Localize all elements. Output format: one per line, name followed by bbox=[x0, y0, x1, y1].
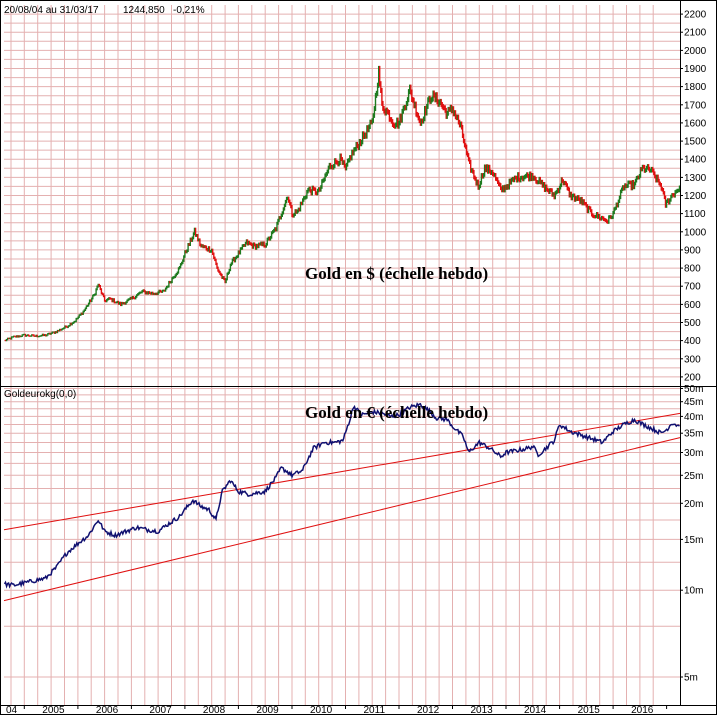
upper-tick-label: 200 bbox=[684, 372, 701, 383]
upper-tick-label: 400 bbox=[684, 336, 701, 347]
upper-tick-label: 300 bbox=[684, 354, 701, 365]
upper-tick-label: 1700 bbox=[684, 100, 707, 111]
x-tick-label: 2005 bbox=[42, 705, 65, 715]
x-tick-label: 04 bbox=[6, 705, 18, 715]
x-tick-label: 2011 bbox=[364, 705, 386, 715]
x-tick-label: 2015 bbox=[578, 705, 601, 715]
upper-tick-label: 600 bbox=[684, 300, 701, 311]
lower-plot bbox=[3, 402, 681, 602]
x-tick-label: 2013 bbox=[471, 705, 494, 715]
gold-euro-line bbox=[3, 402, 681, 589]
lower-grid bbox=[4, 386, 680, 705]
upper-tick-label: 900 bbox=[684, 245, 701, 256]
lower-annotation: Gold en € (échelle hebdo) bbox=[305, 403, 488, 422]
lower-tick-label: 35m bbox=[684, 429, 703, 440]
change-label: -0,21% bbox=[173, 5, 205, 16]
upper-tick-label: 700 bbox=[684, 282, 701, 293]
trend-channel-upper bbox=[3, 412, 681, 531]
lower-tick-label: 10m bbox=[684, 586, 703, 597]
lower-tick-label: 30m bbox=[684, 448, 703, 459]
lower-tick-label: 25m bbox=[684, 471, 703, 482]
x-tick-label: 2009 bbox=[256, 705, 279, 715]
lower-tick-label: 15m bbox=[684, 535, 703, 546]
upper-y-ticks: 200 300 400 500 600 700 800 900 1000 1100 1200 1300… bbox=[680, 10, 707, 383]
lower-tick-label: 45m bbox=[684, 397, 703, 408]
lower-y-ticks: 5m 10m 15m 20m 25m 30m 35m 40m 45m 50m bbox=[680, 384, 703, 684]
upper-tick-label: 2200 bbox=[684, 10, 707, 21]
date-range-label: 20/08/04 au 31/03/17 bbox=[4, 5, 99, 16]
upper-tick-label: 1600 bbox=[684, 118, 707, 129]
upper-tick-label: 1100 bbox=[684, 209, 706, 220]
x-tick-label: 2007 bbox=[149, 705, 172, 715]
upper-tick-label: 1800 bbox=[684, 82, 707, 93]
lower-tick-label: 20m bbox=[684, 499, 703, 510]
upper-tick-label: 500 bbox=[684, 318, 701, 329]
upper-tick-label: 1200 bbox=[684, 191, 707, 202]
upper-tick-label: 1500 bbox=[684, 137, 707, 148]
upper-tick-label: 1300 bbox=[684, 173, 707, 184]
upper-tick-label: 1900 bbox=[684, 64, 707, 75]
lower-tick-label: 5m bbox=[684, 673, 698, 684]
last-price-label: 1244,850 bbox=[123, 5, 165, 16]
lower-tick-label: 50m bbox=[684, 384, 703, 395]
x-tick-label: 2016 bbox=[631, 705, 654, 715]
indicator-label: Goldeurokg(0,0) bbox=[4, 389, 76, 400]
upper-tick-label: 1000 bbox=[684, 227, 707, 238]
x-tick-label: 2010 bbox=[310, 705, 333, 715]
x-tick-label: 2014 bbox=[524, 705, 547, 715]
upper-plot bbox=[4, 65, 681, 342]
trend-channel-lower bbox=[3, 437, 681, 602]
lower-tick-label: 40m bbox=[684, 412, 703, 423]
upper-grid bbox=[4, 5, 680, 386]
upper-tick-label: 1400 bbox=[684, 155, 707, 166]
upper-tick-label: 2100 bbox=[684, 28, 707, 39]
x-tick-label: 2008 bbox=[203, 705, 226, 715]
upper-tick-label: 2000 bbox=[684, 46, 707, 57]
x-axis-ticks: 04 2005 2006 2007 2008 2009 2010 2011 2012 2013 20… bbox=[6, 705, 668, 716]
upper-annotation: Gold en $ (échelle hebdo) bbox=[305, 264, 488, 283]
upper-tick-label: 800 bbox=[684, 264, 701, 275]
x-tick-label: 2012 bbox=[417, 705, 440, 715]
x-tick-label: 2006 bbox=[96, 705, 119, 715]
